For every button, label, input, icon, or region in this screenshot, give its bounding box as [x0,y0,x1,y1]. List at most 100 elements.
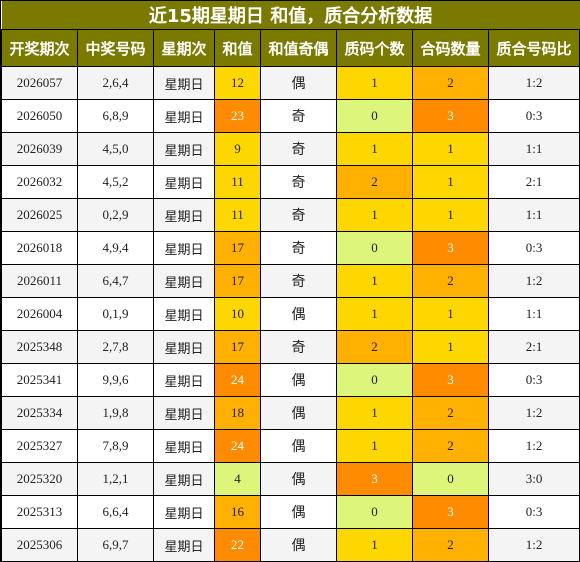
cell-ratio: 1:1 [487,198,580,232]
cell-sum-parity: 偶 [260,297,337,331]
cell-sum: 17 [214,264,261,298]
cell-sum-parity: 奇 [260,330,337,364]
cell-sum: 18 [214,396,261,430]
cell-issue: 2026050 [1,99,78,133]
cell-weekday: 星期日 [153,528,215,562]
cell-sum: 17 [214,231,261,265]
cell-composite-count: 2 [412,264,489,298]
table-row: 2026011 6,4,7 星期日 17 奇 1 2 1:2 [1,264,580,298]
header-sum-parity: 和值奇偶 [260,29,337,67]
cell-numbers: 4,9,4 [77,231,154,265]
table-row: 2025306 6,9,7 星期日 22 偶 1 2 1:2 [1,528,580,562]
cell-sum: 17 [214,330,261,364]
header-prime-composite-ratio: 质合号码比 [487,29,580,67]
cell-sum: 22 [214,528,261,562]
table-row: 2026018 4,9,4 星期日 17 奇 0 3 0:3 [1,231,580,265]
cell-ratio: 1:1 [487,297,580,331]
cell-numbers: 1,2,1 [77,462,154,496]
table-row: 2025313 6,6,4 星期日 16 偶 0 3 0:3 [1,495,580,529]
cell-issue: 2026039 [1,132,78,166]
cell-ratio: 1:1 [487,132,580,166]
header-sum: 和值 [214,29,261,67]
cell-prime-count: 0 [336,231,413,265]
cell-weekday: 星期日 [153,396,215,430]
cell-prime-count: 2 [336,165,413,199]
cell-sum: 16 [214,495,261,529]
cell-sum-parity: 偶 [260,66,337,100]
cell-numbers: 1,9,8 [77,396,154,430]
table-body: 2026057 2,6,4 星期日 12 偶 1 2 1:2 2026050 6,8,9 星期日 23… [1,66,580,562]
cell-numbers: 6,4,7 [77,264,154,298]
cell-sum: 23 [214,99,261,133]
cell-issue: 2025327 [1,429,78,463]
header-composite-count: 合码数量 [412,29,489,67]
cell-ratio: 3:0 [487,462,580,496]
cell-prime-count: 3 [336,462,413,496]
cell-composite-count: 3 [412,231,489,265]
cell-weekday: 星期日 [153,462,215,496]
cell-sum-parity: 奇 [260,264,337,298]
cell-sum-parity: 奇 [260,165,337,199]
cell-sum-parity: 偶 [260,462,337,496]
cell-ratio: 2:1 [487,165,580,199]
table-row: 2025320 1,2,1 星期日 4 偶 3 0 3:0 [1,462,580,496]
cell-sum: 24 [214,363,261,397]
cell-ratio: 0:3 [487,495,580,529]
cell-numbers: 2,7,8 [77,330,154,364]
table-row: 2025348 2,7,8 星期日 17 奇 2 1 2:1 [1,330,580,364]
cell-ratio: 0:3 [487,363,580,397]
cell-weekday: 星期日 [153,264,215,298]
table-row: 2026050 6,8,9 星期日 23 奇 0 3 0:3 [1,99,580,133]
cell-weekday: 星期日 [153,231,215,265]
cell-ratio: 1:2 [487,396,580,430]
cell-sum-parity: 奇 [260,231,337,265]
cell-sum-parity: 偶 [260,528,337,562]
cell-issue: 2026011 [1,264,78,298]
cell-issue: 2026025 [1,198,78,232]
cell-composite-count: 1 [412,165,489,199]
table-row: 2026004 0,1,9 星期日 10 偶 1 1 1:1 [1,297,580,331]
cell-prime-count: 1 [336,264,413,298]
cell-sum-parity: 奇 [260,99,337,133]
header-prime-count: 质码个数 [336,29,413,67]
cell-composite-count: 2 [412,66,489,100]
cell-numbers: 9,9,6 [77,363,154,397]
cell-ratio: 0:3 [487,231,580,265]
cell-sum: 12 [214,66,261,100]
cell-ratio: 2:1 [487,330,580,364]
cell-numbers: 2,6,4 [77,66,154,100]
cell-composite-count: 3 [412,363,489,397]
cell-prime-count: 1 [336,132,413,166]
cell-numbers: 6,8,9 [77,99,154,133]
cell-composite-count: 2 [412,528,489,562]
cell-composite-count: 1 [412,330,489,364]
cell-prime-count: 0 [336,99,413,133]
cell-weekday: 星期日 [153,363,215,397]
cell-weekday: 星期日 [153,297,215,331]
cell-issue: 2026032 [1,165,78,199]
cell-prime-count: 1 [336,528,413,562]
cell-prime-count: 1 [336,297,413,331]
table-row: 2025334 1,9,8 星期日 18 偶 1 2 1:2 [1,396,580,430]
table-title: 近15期星期日 和值，质合分析数据 [1,1,580,30]
header-numbers: 中奖号码 [77,29,154,67]
cell-numbers: 4,5,2 [77,165,154,199]
cell-numbers: 0,2,9 [77,198,154,232]
cell-ratio: 0:3 [487,99,580,133]
cell-sum: 24 [214,429,261,463]
cell-sum: 11 [214,165,261,199]
header-weekday: 星期次 [153,29,215,67]
cell-issue: 2026018 [1,231,78,265]
table-row: 2025327 7,8,9 星期日 24 偶 1 2 1:2 [1,429,580,463]
cell-composite-count: 3 [412,495,489,529]
table-row: 2026025 0,2,9 星期日 11 奇 1 1 1:1 [1,198,580,232]
cell-issue: 2026004 [1,297,78,331]
cell-numbers: 6,9,7 [77,528,154,562]
cell-sum-parity: 偶 [260,495,337,529]
table-row: 2026057 2,6,4 星期日 12 偶 1 2 1:2 [1,66,580,100]
cell-issue: 2025306 [1,528,78,562]
cell-weekday: 星期日 [153,429,215,463]
cell-sum: 9 [214,132,261,166]
